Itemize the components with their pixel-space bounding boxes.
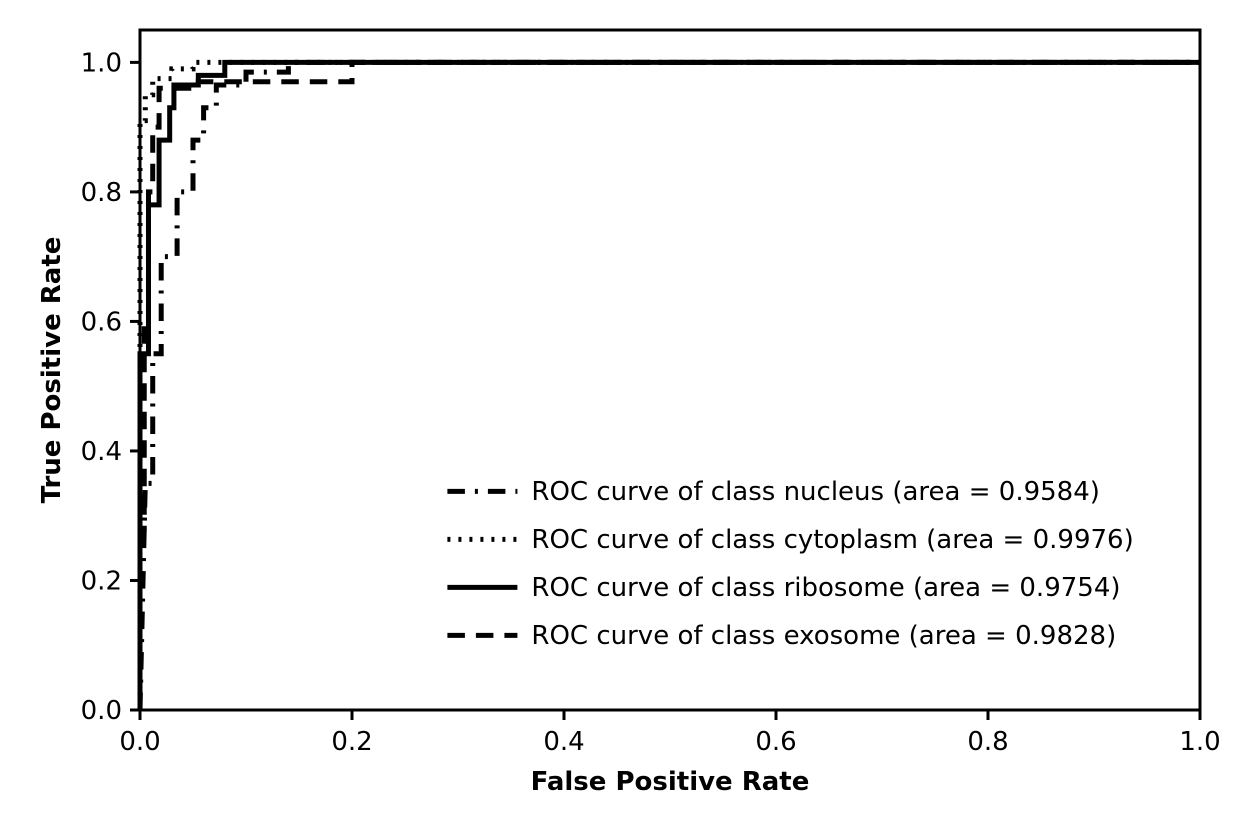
ytick-label: 0.0 — [81, 696, 122, 726]
ytick-label: 0.2 — [81, 567, 122, 597]
legend-label-nucleus: ROC curve of class nucleus (area = 0.958… — [531, 477, 1100, 507]
y-axis-label: True Positive Rate — [37, 237, 67, 504]
xtick-label: 0.4 — [543, 727, 584, 757]
legend-label-exosome: ROC curve of class exosome (area = 0.982… — [531, 621, 1116, 651]
roc-chart: 0.0 0.2 0.4 0.6 0.8 1.0 0.0 0.2 0.4 0.6 0.8 1.0 Fals… — [0, 0, 1239, 814]
chart-svg: 0.0 0.2 0.4 0.6 0.8 1.0 0.0 0.2 0.4 0.6 0.8 1.0 Fals… — [0, 0, 1239, 814]
ytick-label: 0.6 — [81, 308, 122, 338]
xtick-label: 0.0 — [119, 727, 160, 757]
ytick-label: 1.0 — [81, 48, 122, 78]
ytick-label: 0.8 — [81, 178, 122, 208]
ytick-label: 0.4 — [81, 437, 122, 467]
legend-label-cytoplasm: ROC curve of class cytoplasm (area = 0.9… — [531, 525, 1133, 555]
xtick-label: 0.8 — [967, 727, 1008, 757]
xtick-label: 1.0 — [1179, 727, 1220, 757]
xtick-label: 0.2 — [331, 727, 372, 757]
x-axis-label: False Positive Rate — [531, 767, 810, 797]
xtick-label: 0.6 — [755, 727, 796, 757]
legend-label-ribosome: ROC curve of class ribosome (area = 0.97… — [531, 573, 1120, 603]
